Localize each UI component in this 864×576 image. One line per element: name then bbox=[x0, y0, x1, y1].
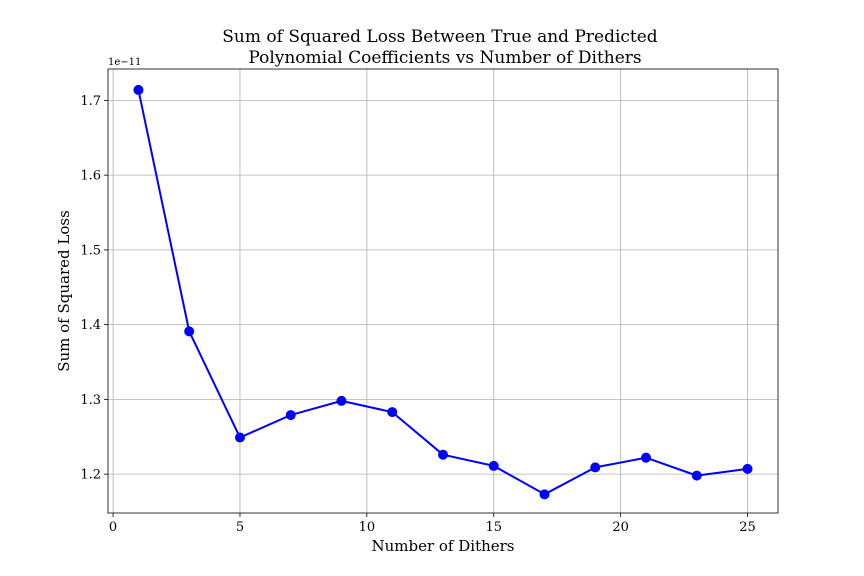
chart-title-line2: Polynomial Coefficients vs Number of Dit… bbox=[248, 48, 641, 68]
data-point bbox=[336, 395, 347, 406]
y-tick-label: 1.7 bbox=[80, 94, 101, 109]
data-point bbox=[234, 432, 245, 443]
x-tick-label: 5 bbox=[236, 520, 244, 535]
data-point bbox=[184, 326, 195, 337]
x-tick-label: 15 bbox=[485, 520, 502, 535]
data-point bbox=[742, 463, 753, 474]
data-point bbox=[590, 462, 601, 473]
data-point bbox=[691, 470, 702, 481]
data-point bbox=[488, 460, 499, 471]
data-point bbox=[387, 407, 398, 418]
grid-lines bbox=[108, 69, 778, 513]
x-tick-label: 0 bbox=[109, 520, 117, 535]
axis-ticks: 0 5 10 15 20 25 1.2 1.3 1.4 1.5 1.6 1.7 bbox=[80, 94, 756, 535]
y-tick-label: 1.5 bbox=[80, 243, 101, 258]
y-tick-label: 1.3 bbox=[80, 393, 101, 408]
data-point bbox=[133, 84, 144, 95]
y-offset-text: 1e−11 bbox=[108, 57, 141, 68]
x-tick-label: 25 bbox=[739, 520, 756, 535]
y-tick-label: 1.6 bbox=[80, 169, 101, 184]
data-point bbox=[641, 452, 652, 463]
y-axis-label: Sum of Squared Loss bbox=[55, 210, 73, 372]
plot-frame bbox=[107, 68, 779, 514]
chart-title-line1: Sum of Squared Loss Between True and Pre… bbox=[222, 27, 658, 47]
data-series bbox=[133, 84, 753, 500]
data-point bbox=[285, 410, 296, 421]
y-tick-label: 1.4 bbox=[80, 318, 101, 333]
series-line bbox=[137, 89, 748, 496]
data-point bbox=[539, 489, 550, 500]
x-axis-label: Number of Dithers bbox=[371, 537, 514, 555]
y-tick-label: 1.2 bbox=[80, 468, 101, 483]
data-point bbox=[438, 449, 448, 460]
x-tick-label: 20 bbox=[612, 520, 629, 535]
x-tick-label: 10 bbox=[359, 520, 376, 535]
